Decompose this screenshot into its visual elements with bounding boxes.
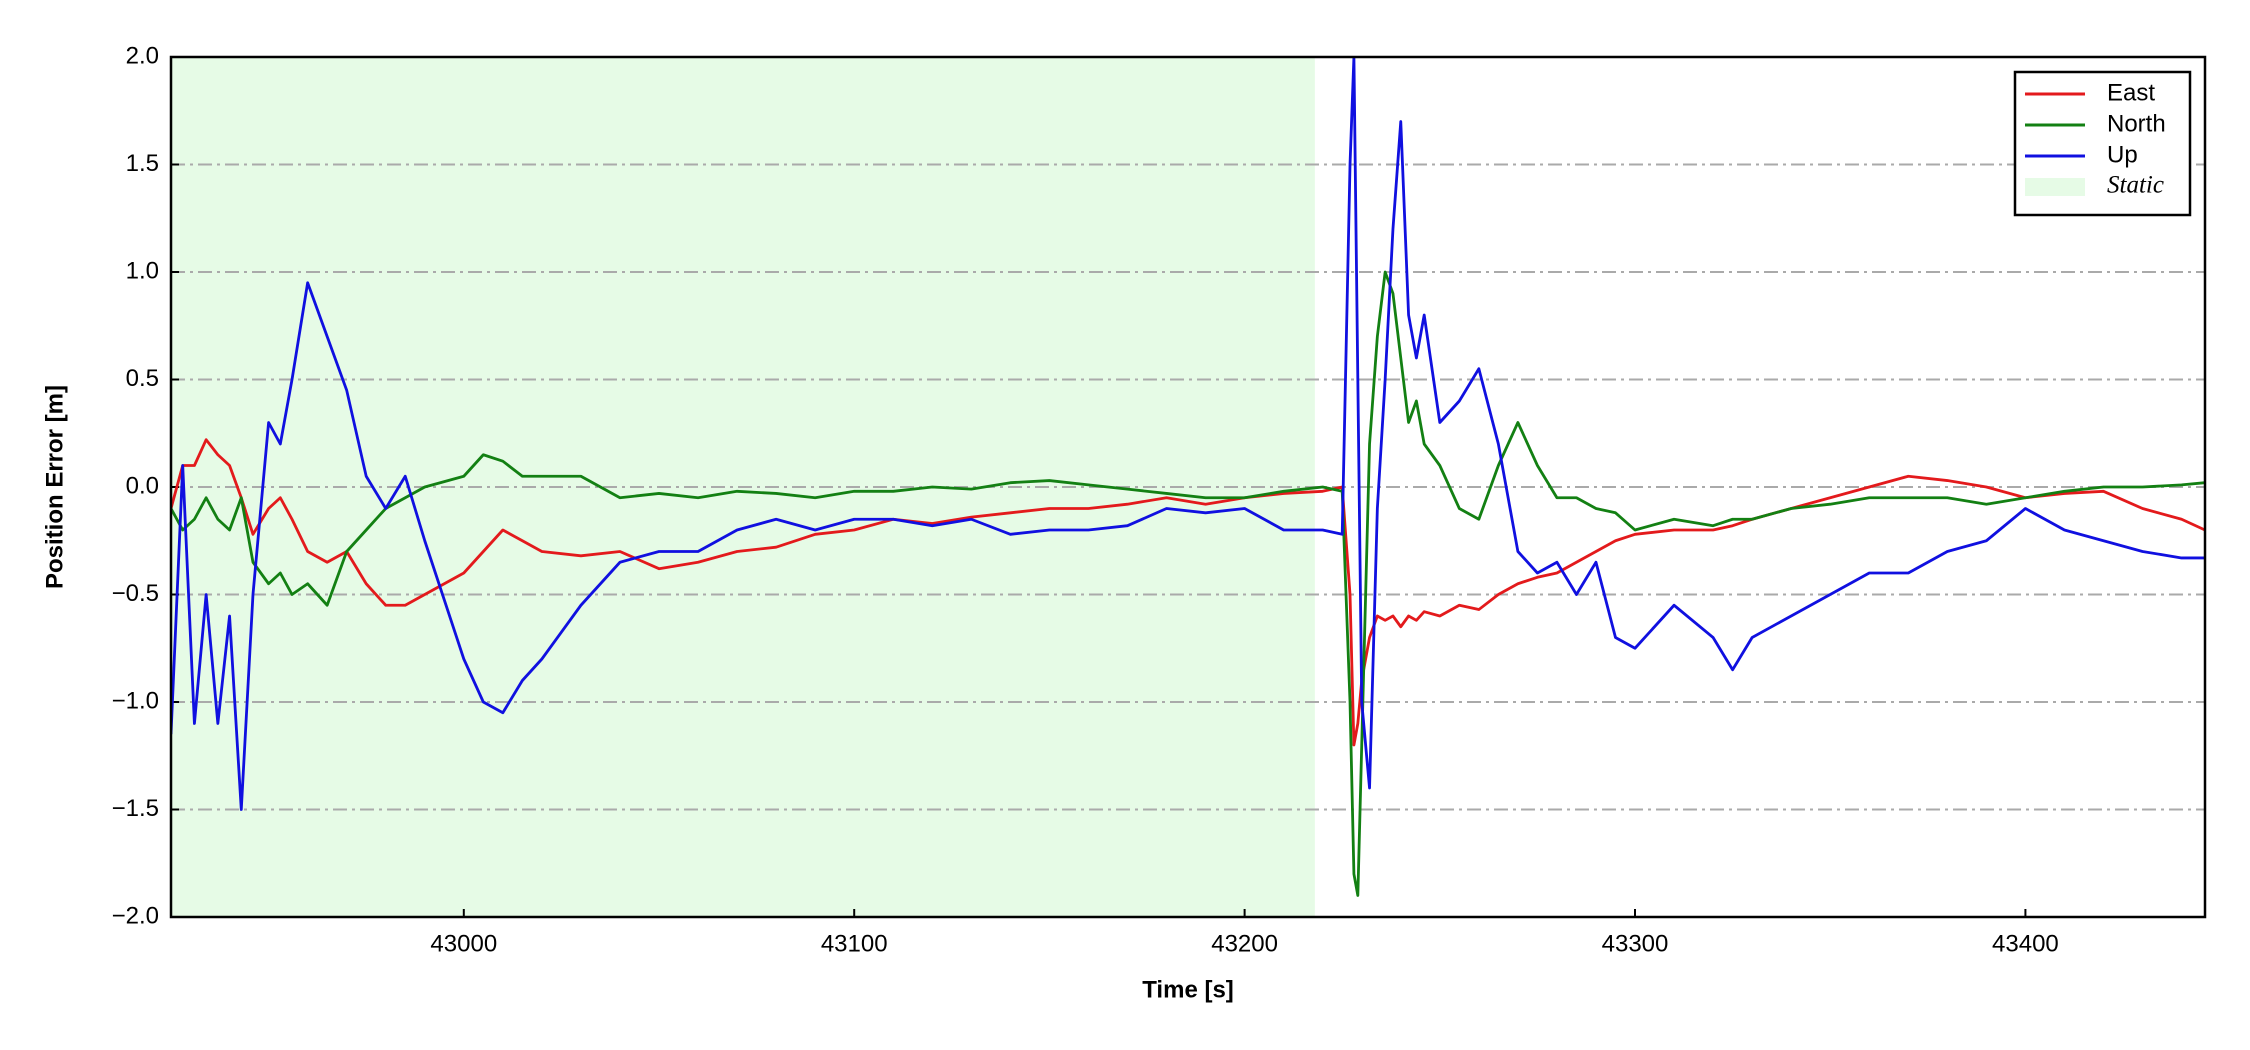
legend-swatch (2025, 178, 2085, 196)
x-tick-label: 43200 (1211, 930, 1278, 957)
y-tick-label: 0.0 (126, 472, 159, 499)
y-tick-label: −1.5 (112, 795, 159, 822)
legend-label: Static (2107, 172, 2164, 199)
y-tick-label: 2.0 (126, 42, 159, 69)
x-tick-label: 43300 (1602, 930, 1669, 957)
plot-frame (169, 55, 2207, 919)
y-tick-label: −2.0 (112, 902, 159, 929)
legend-label: East (2107, 79, 2155, 106)
data-line (171, 438, 2205, 747)
x-tick-label: 43100 (821, 930, 888, 957)
y-tick-label: 1.5 (126, 150, 159, 177)
legend: East North Up Static (2013, 70, 2192, 217)
x-axis-label: Time [s] (1142, 976, 1234, 1003)
y-tick-label: 1.0 (126, 257, 159, 284)
y-axis-label: Position Error [m] (41, 385, 68, 589)
legend-label: North (2107, 110, 2166, 137)
y-tick-label: 0.5 (126, 365, 159, 392)
x-tick-label: 43000 (430, 930, 497, 957)
y-tick-label: −0.5 (112, 580, 159, 607)
y-tick-label: −1.0 (112, 687, 159, 714)
data-line (171, 270, 2205, 897)
plot-area (171, 57, 2205, 897)
legend-label: Up (2107, 141, 2138, 168)
x-tick-label: 43400 (1992, 930, 2059, 957)
data-line (171, 57, 2205, 811)
